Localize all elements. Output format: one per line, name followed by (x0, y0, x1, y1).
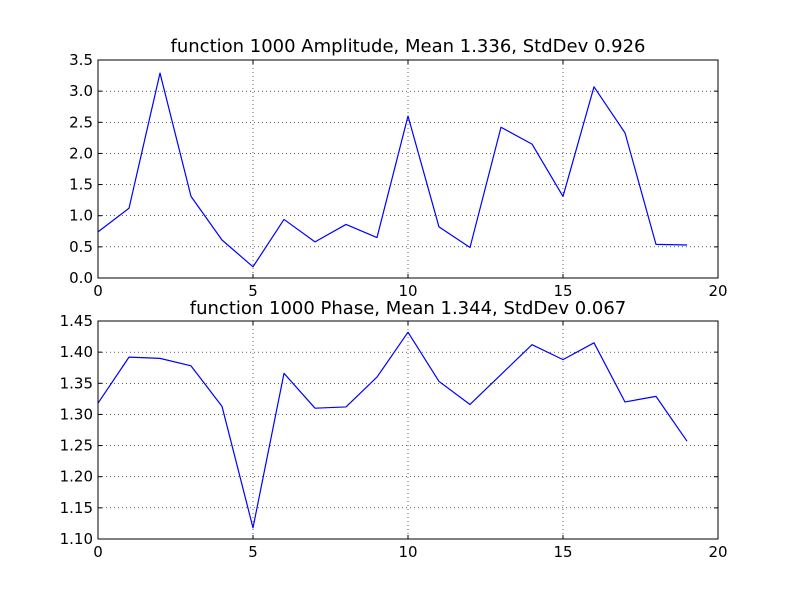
phase-x-tick-label: 5 (248, 543, 258, 561)
amplitude-y-tick-label: 2.5 (69, 113, 93, 131)
amplitude-y-tick-label: 3.5 (69, 51, 93, 69)
amplitude-y-tick-label: 1.0 (69, 207, 93, 225)
amplitude-axes-frame (97, 59, 719, 279)
phase-x-tick-label: 0 (93, 543, 103, 561)
phase-y-tick-label: 1.30 (60, 405, 93, 423)
phase-axes-frame (97, 320, 719, 540)
amplitude-y-tick-label: 2.0 (69, 144, 93, 162)
phase-x-tick-label: 15 (553, 543, 572, 561)
amplitude-title: function 1000 Amplitude, Mean 1.336, Std… (171, 36, 646, 57)
phase-title: function 1000 Phase, Mean 1.344, StdDev … (190, 298, 626, 319)
amplitude-x-tick-label: 0 (93, 282, 103, 300)
amplitude-y-tick-label: 3.0 (69, 82, 93, 100)
amplitude-series-line (97, 72, 688, 268)
phase-y-tick-label: 1.20 (60, 468, 93, 486)
phase-y-tick-label: 1.35 (60, 374, 93, 392)
phase-y-tick-label: 1.10 (60, 530, 93, 548)
phase-x-tick-label: 20 (708, 543, 727, 561)
phase-y-tick-label: 1.15 (60, 499, 93, 517)
phase-subplot: function 1000 Phase, Mean 1.344, StdDev … (60, 298, 728, 561)
amplitude-x-tick-label: 20 (708, 282, 727, 300)
amplitude-x-tick-label: 15 (553, 282, 572, 300)
amplitude-y-tick-label: 1.5 (69, 176, 93, 194)
phase-series-line (97, 331, 688, 529)
amplitude-y-tick-label: 0.5 (69, 238, 93, 256)
amplitude-subplot: function 1000 Amplitude, Mean 1.336, Std… (69, 36, 727, 300)
phase-y-tick-label: 1.45 (60, 312, 93, 330)
phase-x-tick-label: 10 (398, 543, 417, 561)
amplitude-x-tick-label: 5 (248, 282, 258, 300)
amplitude-x-tick-label: 10 (398, 282, 417, 300)
amplitude-y-tick-label: 0.0 (69, 269, 93, 287)
phase-y-tick-label: 1.25 (60, 437, 93, 455)
phase-y-tick-label: 1.40 (60, 343, 93, 361)
